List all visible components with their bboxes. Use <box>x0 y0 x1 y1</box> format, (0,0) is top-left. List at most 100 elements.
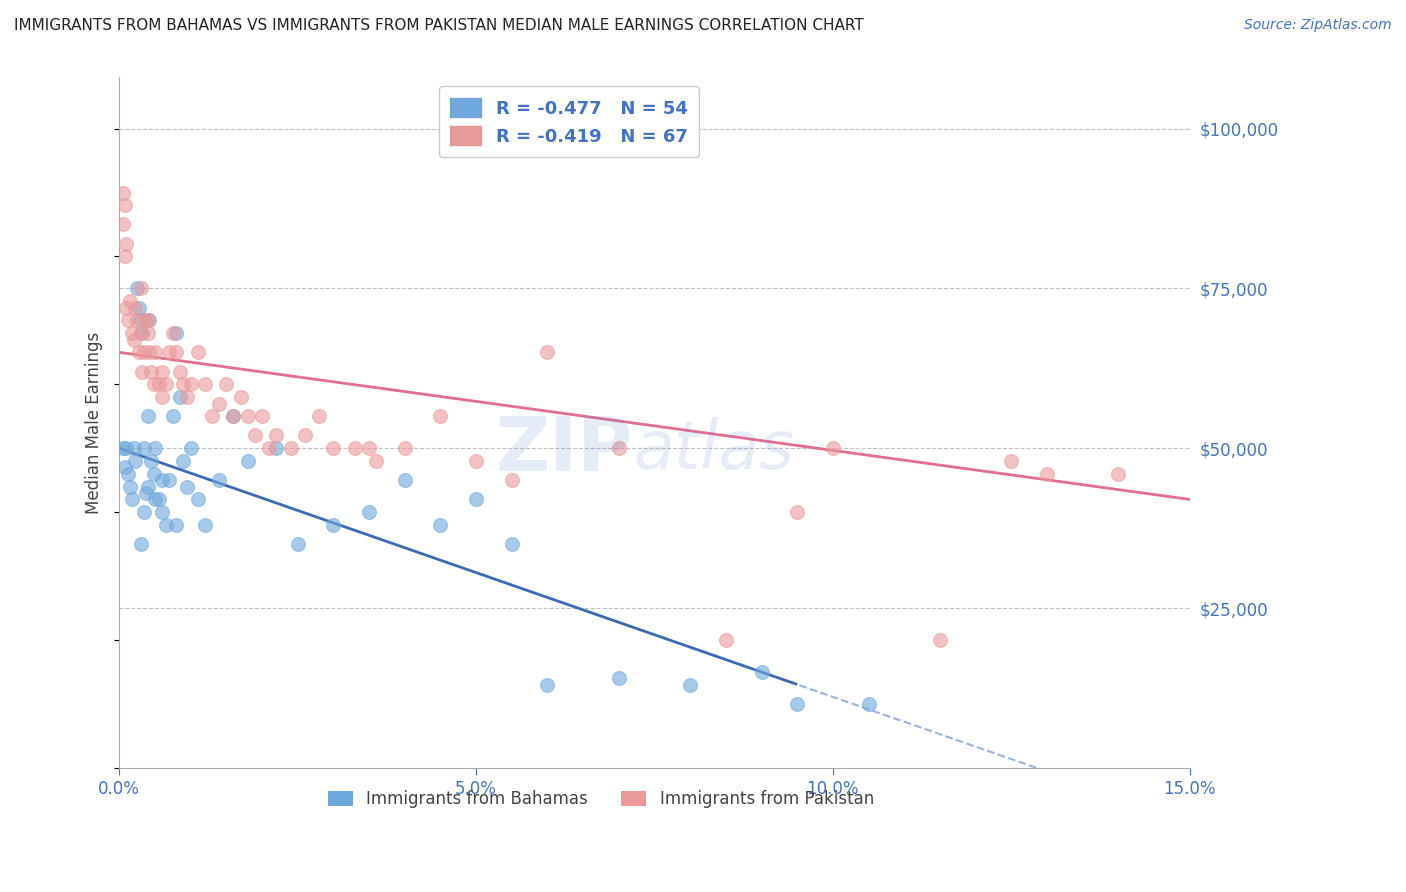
Point <box>111 186 134 200</box>
Point <box>229 390 252 404</box>
Y-axis label: Median Male Earnings: Median Male Earnings <box>86 332 103 514</box>
Point <box>194 518 217 533</box>
Point <box>536 345 558 359</box>
Point <box>155 377 177 392</box>
Point <box>157 345 180 359</box>
Point <box>136 313 159 327</box>
Point <box>128 345 150 359</box>
Text: IMMIGRANTS FROM BAHAMAS VS IMMIGRANTS FROM PAKISTAN MEDIAN MALE EARNINGS CORRELA: IMMIGRANTS FROM BAHAMAS VS IMMIGRANTS FR… <box>14 18 863 33</box>
Point <box>136 326 159 341</box>
Point <box>208 473 231 487</box>
Point <box>155 518 177 533</box>
Point <box>117 313 139 327</box>
Point <box>264 428 287 442</box>
Point <box>115 442 138 456</box>
Point <box>1036 467 1059 481</box>
Point <box>121 326 143 341</box>
Point <box>176 390 198 404</box>
Point <box>858 697 880 711</box>
Point <box>222 409 245 424</box>
Point <box>501 537 523 551</box>
Point <box>136 409 159 424</box>
Point <box>131 326 153 341</box>
Point <box>322 442 344 456</box>
Point <box>148 492 170 507</box>
Point <box>236 409 259 424</box>
Point <box>679 678 702 692</box>
Point <box>121 492 143 507</box>
Point <box>429 409 451 424</box>
Point <box>357 505 380 519</box>
Point <box>194 377 217 392</box>
Point <box>465 454 488 468</box>
Point <box>343 442 366 456</box>
Point <box>127 313 149 327</box>
Point <box>143 492 166 507</box>
Point <box>714 633 737 648</box>
Point <box>150 390 173 404</box>
Point <box>786 505 808 519</box>
Point <box>394 473 416 487</box>
Point <box>394 442 416 456</box>
Text: ZIP: ZIP <box>496 414 633 487</box>
Point <box>169 390 191 404</box>
Point <box>150 473 173 487</box>
Point <box>143 442 166 456</box>
Point <box>134 345 156 359</box>
Point <box>128 301 150 315</box>
Point <box>127 281 149 295</box>
Point <box>176 480 198 494</box>
Point <box>118 480 141 494</box>
Point <box>162 326 184 341</box>
Point <box>118 294 141 309</box>
Point <box>165 326 187 341</box>
Point <box>187 345 209 359</box>
Point <box>141 454 163 468</box>
Point <box>115 236 138 251</box>
Point <box>501 473 523 487</box>
Point <box>135 313 157 327</box>
Point <box>250 409 273 424</box>
Point <box>129 326 152 341</box>
Point <box>929 633 952 648</box>
Point <box>429 518 451 533</box>
Point <box>111 442 134 456</box>
Point <box>157 473 180 487</box>
Point <box>366 454 388 468</box>
Text: Source: ZipAtlas.com: Source: ZipAtlas.com <box>1244 18 1392 32</box>
Point <box>150 365 173 379</box>
Point <box>165 345 187 359</box>
Point <box>136 480 159 494</box>
Point <box>180 442 202 456</box>
Point <box>308 409 330 424</box>
Point <box>122 442 145 456</box>
Point <box>465 492 488 507</box>
Point <box>129 281 152 295</box>
Point <box>751 665 773 679</box>
Point <box>287 537 309 551</box>
Point <box>142 467 165 481</box>
Point <box>129 537 152 551</box>
Point <box>607 672 630 686</box>
Point <box>124 454 146 468</box>
Point <box>786 697 808 711</box>
Point <box>115 301 138 315</box>
Point <box>142 377 165 392</box>
Point <box>138 345 160 359</box>
Point <box>169 365 191 379</box>
Point <box>135 486 157 500</box>
Point <box>257 442 280 456</box>
Point <box>222 409 245 424</box>
Point <box>114 250 136 264</box>
Point <box>129 313 152 327</box>
Text: atlas: atlas <box>633 417 794 483</box>
Point <box>165 518 187 533</box>
Point <box>357 442 380 456</box>
Point <box>114 198 136 212</box>
Point <box>150 505 173 519</box>
Point <box>536 678 558 692</box>
Point <box>138 313 160 327</box>
Point <box>111 218 134 232</box>
Point <box>215 377 238 392</box>
Point <box>134 505 156 519</box>
